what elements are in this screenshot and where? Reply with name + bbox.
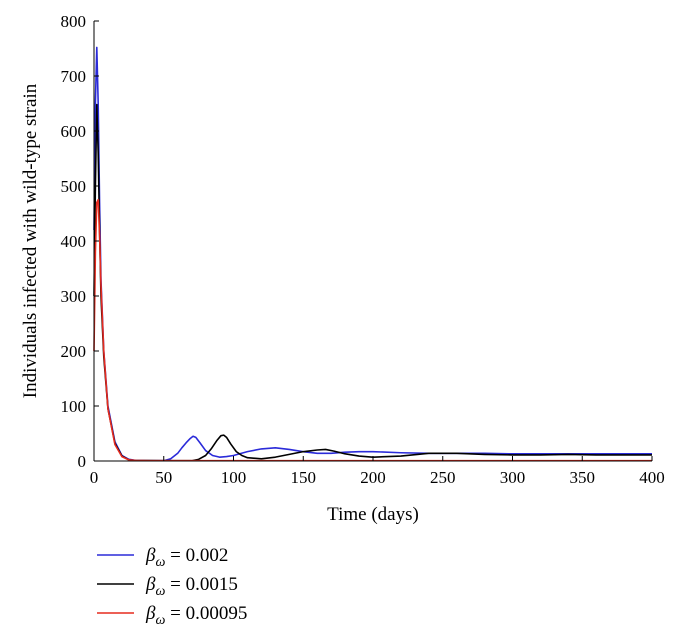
y-tick-label: 300	[61, 287, 87, 306]
legend-label: βω = 0.00095	[145, 603, 247, 628]
y-tick-label: 100	[61, 397, 87, 416]
y-tick-label: 200	[61, 342, 87, 361]
y-tick-label: 0	[78, 452, 87, 471]
legend-label: βω = 0.002	[145, 545, 228, 570]
series-line-3	[93, 198, 652, 462]
y-tick-label: 700	[61, 67, 87, 86]
x-tick-label: 0	[90, 468, 99, 487]
series-line-2	[93, 103, 652, 462]
y-tick-label: 400	[61, 232, 87, 251]
legend: βω = 0.002 βω = 0.0015 βω = 0.00095	[97, 545, 247, 628]
x-tick-label: 250	[430, 468, 456, 487]
y-axis-label: Individuals infected with wild-type stra…	[20, 83, 41, 398]
x-tick-label: 350	[570, 468, 596, 487]
x-tick-label: 100	[221, 468, 247, 487]
x-tick-label: 150	[291, 468, 317, 487]
x-tick-label: 400	[639, 468, 665, 487]
x-tick-label: 300	[500, 468, 526, 487]
legend-label: βω = 0.0015	[145, 574, 238, 599]
y-tick-label: 500	[61, 177, 87, 196]
series-line-1	[93, 46, 652, 462]
y-ticks: 0 100 200 300 400 500 600 700 800	[61, 12, 99, 471]
x-tick-label: 200	[360, 468, 386, 487]
y-tick-label: 600	[61, 122, 87, 141]
x-axis-label: Time (days)	[327, 504, 419, 525]
x-ticks: 0 50 100 150 200 250 300 350 400	[90, 456, 665, 487]
y-tick-label: 800	[61, 12, 87, 31]
x-tick-label: 50	[155, 468, 172, 487]
series-group	[93, 46, 652, 462]
